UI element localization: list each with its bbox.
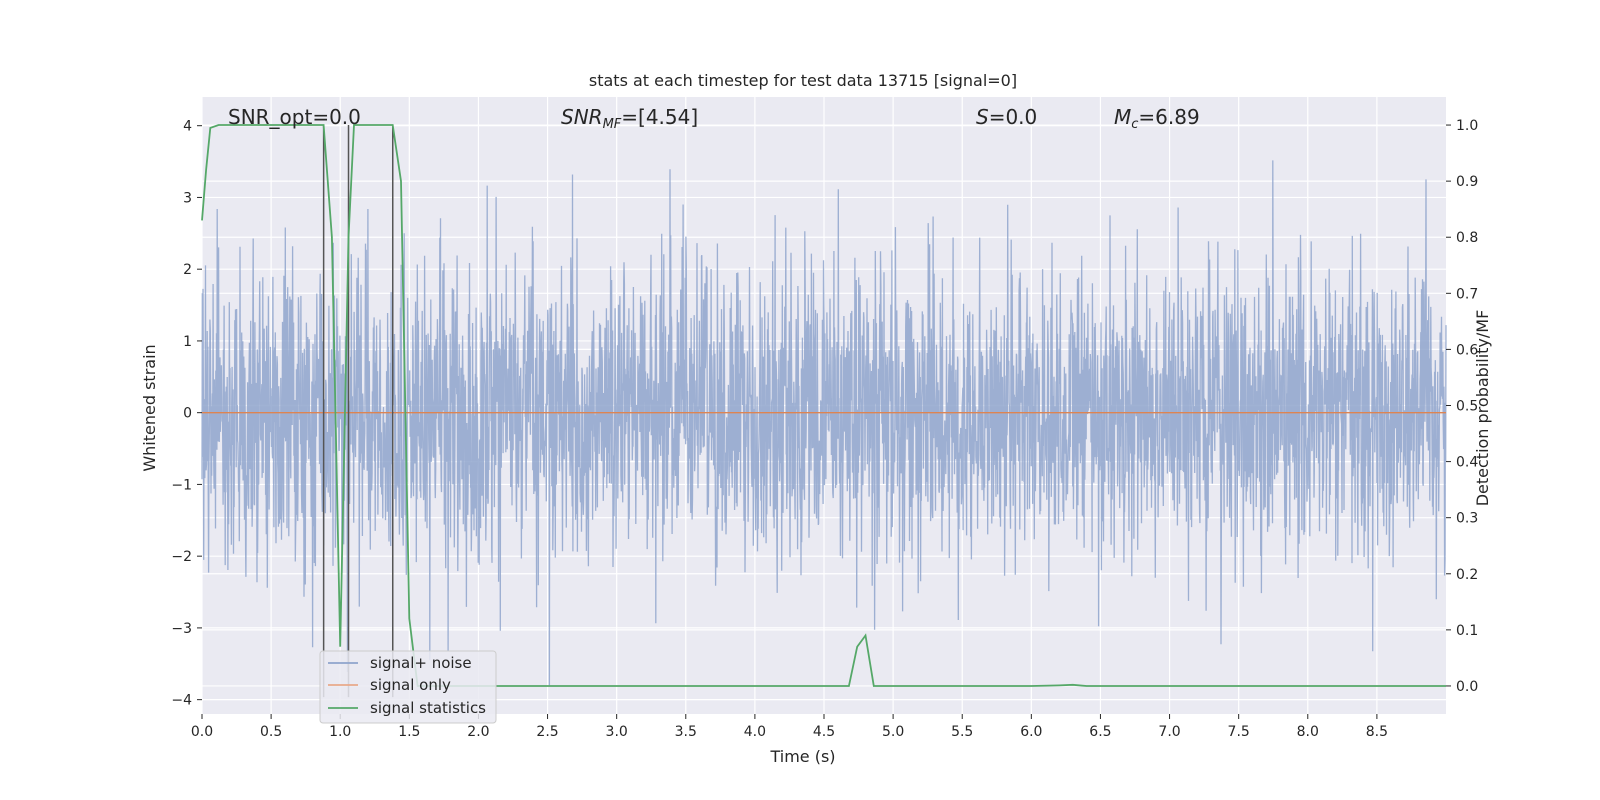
x-tick-label-14: 7.0 bbox=[1158, 724, 1180, 740]
x-tick-label-9: 4.5 bbox=[813, 724, 835, 740]
mc-main: M bbox=[1114, 105, 1131, 129]
x-tick-label-17: 8.5 bbox=[1366, 724, 1388, 740]
mc-subscript: c bbox=[1131, 117, 1138, 132]
y-right-tick-label-8: 0.8 bbox=[1456, 230, 1478, 246]
annotation-mc: Mc=6.89 bbox=[1114, 105, 1200, 132]
snr-mf-value: =[4.54] bbox=[621, 105, 698, 129]
annotation-snr-opt: SNR_opt=0.0 bbox=[228, 105, 361, 129]
x-tick-label-5: 2.5 bbox=[536, 724, 558, 740]
y-right-axis-label: Detection probability/MF bbox=[1473, 310, 1492, 507]
x-tick-label-15: 7.5 bbox=[1228, 724, 1250, 740]
y-right-tick-label-5: 0.5 bbox=[1456, 399, 1478, 415]
y-tick-label-8: 4 bbox=[183, 119, 192, 135]
y-axis-ticks: −4 −3 −2 −1 0 1 2 3 4 bbox=[171, 119, 202, 709]
y-tick-label-3: −1 bbox=[171, 477, 192, 493]
legend-box bbox=[319, 650, 497, 724]
snr-mf-subscript: MF bbox=[603, 117, 622, 132]
x-tick-label-2: 1.0 bbox=[329, 724, 351, 740]
x-tick-label-0: 0.0 bbox=[191, 724, 213, 740]
y-right-tick-label-6: 0.6 bbox=[1456, 342, 1478, 358]
x-tick-label-16: 8.0 bbox=[1297, 724, 1319, 740]
x-tick-label-11: 5.5 bbox=[951, 724, 973, 740]
y-tick-label-5: 1 bbox=[183, 334, 192, 350]
y-tick-label-4: 0 bbox=[183, 406, 192, 422]
s-value: =0.0 bbox=[989, 105, 1038, 129]
annotation-s: S=0.0 bbox=[976, 105, 1037, 129]
legend-label-signal-plus-noise: signal+ noise bbox=[370, 654, 472, 672]
y-right-tick-label-1: 0.1 bbox=[1456, 623, 1478, 639]
mc-value: =6.89 bbox=[1138, 105, 1199, 129]
y-tick-label-1: −3 bbox=[171, 621, 192, 637]
y-right-tick-label-2: 0.2 bbox=[1456, 567, 1478, 583]
signal-plus-noise-line bbox=[201, 160, 1447, 686]
x-tick-label-4: 2.0 bbox=[467, 724, 489, 740]
x-tick-label-8: 4.0 bbox=[744, 724, 766, 740]
y-axis-label: Whitened strain bbox=[140, 344, 159, 471]
x-axis-ticks: 0.0 0.5 1.0 1.5 2.0 2.5 3.0 3.5 4.0 4.5 5.0 5.5 6.0 6… bbox=[191, 714, 1388, 740]
x-tick-label-6: 3.0 bbox=[606, 724, 628, 740]
y-right-tick-label-9: 0.9 bbox=[1456, 174, 1478, 190]
y-right-tick-label-10: 1.0 bbox=[1456, 118, 1478, 134]
x-tick-label-13: 6.5 bbox=[1089, 724, 1111, 740]
s-main: S bbox=[976, 105, 989, 129]
x-tick-label-3: 1.5 bbox=[398, 724, 420, 740]
y-tick-label-6: 2 bbox=[183, 262, 192, 278]
y-right-axis-ticks: 0.0 0.1 0.2 0.3 0.4 0.5 0.6 0.7 0.8 0.9 1.0 bbox=[1446, 118, 1478, 695]
y-tick-label-2: −2 bbox=[171, 549, 192, 565]
chart-title: stats at each timestep for test data 137… bbox=[589, 71, 1017, 90]
series-signal-plus-noise bbox=[201, 160, 1447, 686]
legend: signal+ noise signal only signal statist… bbox=[319, 650, 497, 724]
x-tick-label-1: 0.5 bbox=[260, 724, 282, 740]
x-tick-label-12: 6.0 bbox=[1020, 724, 1042, 740]
y-right-tick-label-4: 0.4 bbox=[1456, 455, 1478, 471]
legend-label-signal-statistics: signal statistics bbox=[370, 699, 486, 717]
y-right-tick-label-3: 0.3 bbox=[1456, 511, 1478, 527]
snr-mf-main: SNR bbox=[561, 105, 603, 129]
y-tick-label-7: 3 bbox=[183, 190, 192, 206]
y-tick-label-0: −4 bbox=[171, 693, 192, 709]
y-right-tick-label-7: 0.7 bbox=[1456, 286, 1478, 302]
x-axis-label: Time (s) bbox=[769, 747, 835, 766]
legend-label-signal-only: signal only bbox=[370, 676, 451, 694]
x-tick-label-10: 5.0 bbox=[882, 724, 904, 740]
y-right-tick-label-0: 0.0 bbox=[1456, 679, 1478, 695]
annotation-snr-mf: SNRMF=[4.54] bbox=[561, 105, 698, 132]
x-tick-label-7: 3.5 bbox=[675, 724, 697, 740]
